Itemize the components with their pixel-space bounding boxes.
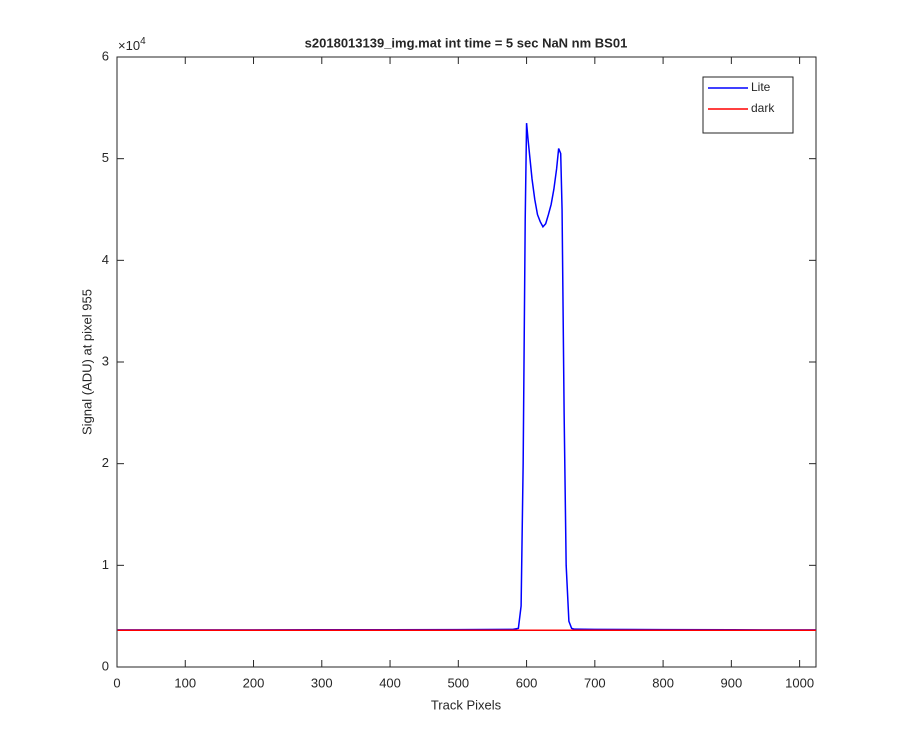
y-exponent: ×104 [118, 36, 146, 54]
y-exponent-base: ×10 [118, 38, 140, 53]
x-tick-label: 500 [447, 675, 469, 690]
x-tick-label: 1000 [785, 675, 814, 690]
y-exponent-power: 4 [140, 36, 146, 47]
y-tick-label: 6 [102, 48, 109, 63]
x-tick-label: 400 [379, 675, 401, 690]
plot-box [116, 56, 817, 668]
x-axis-label: Track Pixels [431, 697, 502, 712]
legend-label: dark [751, 101, 775, 115]
x-tick-label: 600 [516, 675, 538, 690]
x-tick-label: 200 [243, 675, 265, 690]
y-tick-label: 1 [102, 557, 109, 572]
y-tick-label: 5 [102, 150, 109, 165]
y-tick-label: 0 [102, 658, 109, 673]
x-tick-label: 100 [174, 675, 196, 690]
x-tick-label: 700 [584, 675, 606, 690]
legend-label: Lite [751, 80, 771, 94]
x-tick-label: 900 [721, 675, 743, 690]
x-tick-label: 800 [652, 675, 674, 690]
chart-title: s2018013139_img.mat int time = 5 sec NaN… [305, 35, 628, 50]
y-tick-label: 2 [102, 455, 109, 470]
x-tick-label: 0 [113, 675, 120, 690]
y-axis-label: Signal (ADU) at pixel 955 [79, 289, 94, 435]
data-line [117, 123, 817, 631]
y-tick-label: 4 [102, 252, 109, 267]
y-tick-label: 3 [102, 353, 109, 368]
x-tick-label: 300 [311, 675, 333, 690]
legend-box [702, 76, 794, 134]
